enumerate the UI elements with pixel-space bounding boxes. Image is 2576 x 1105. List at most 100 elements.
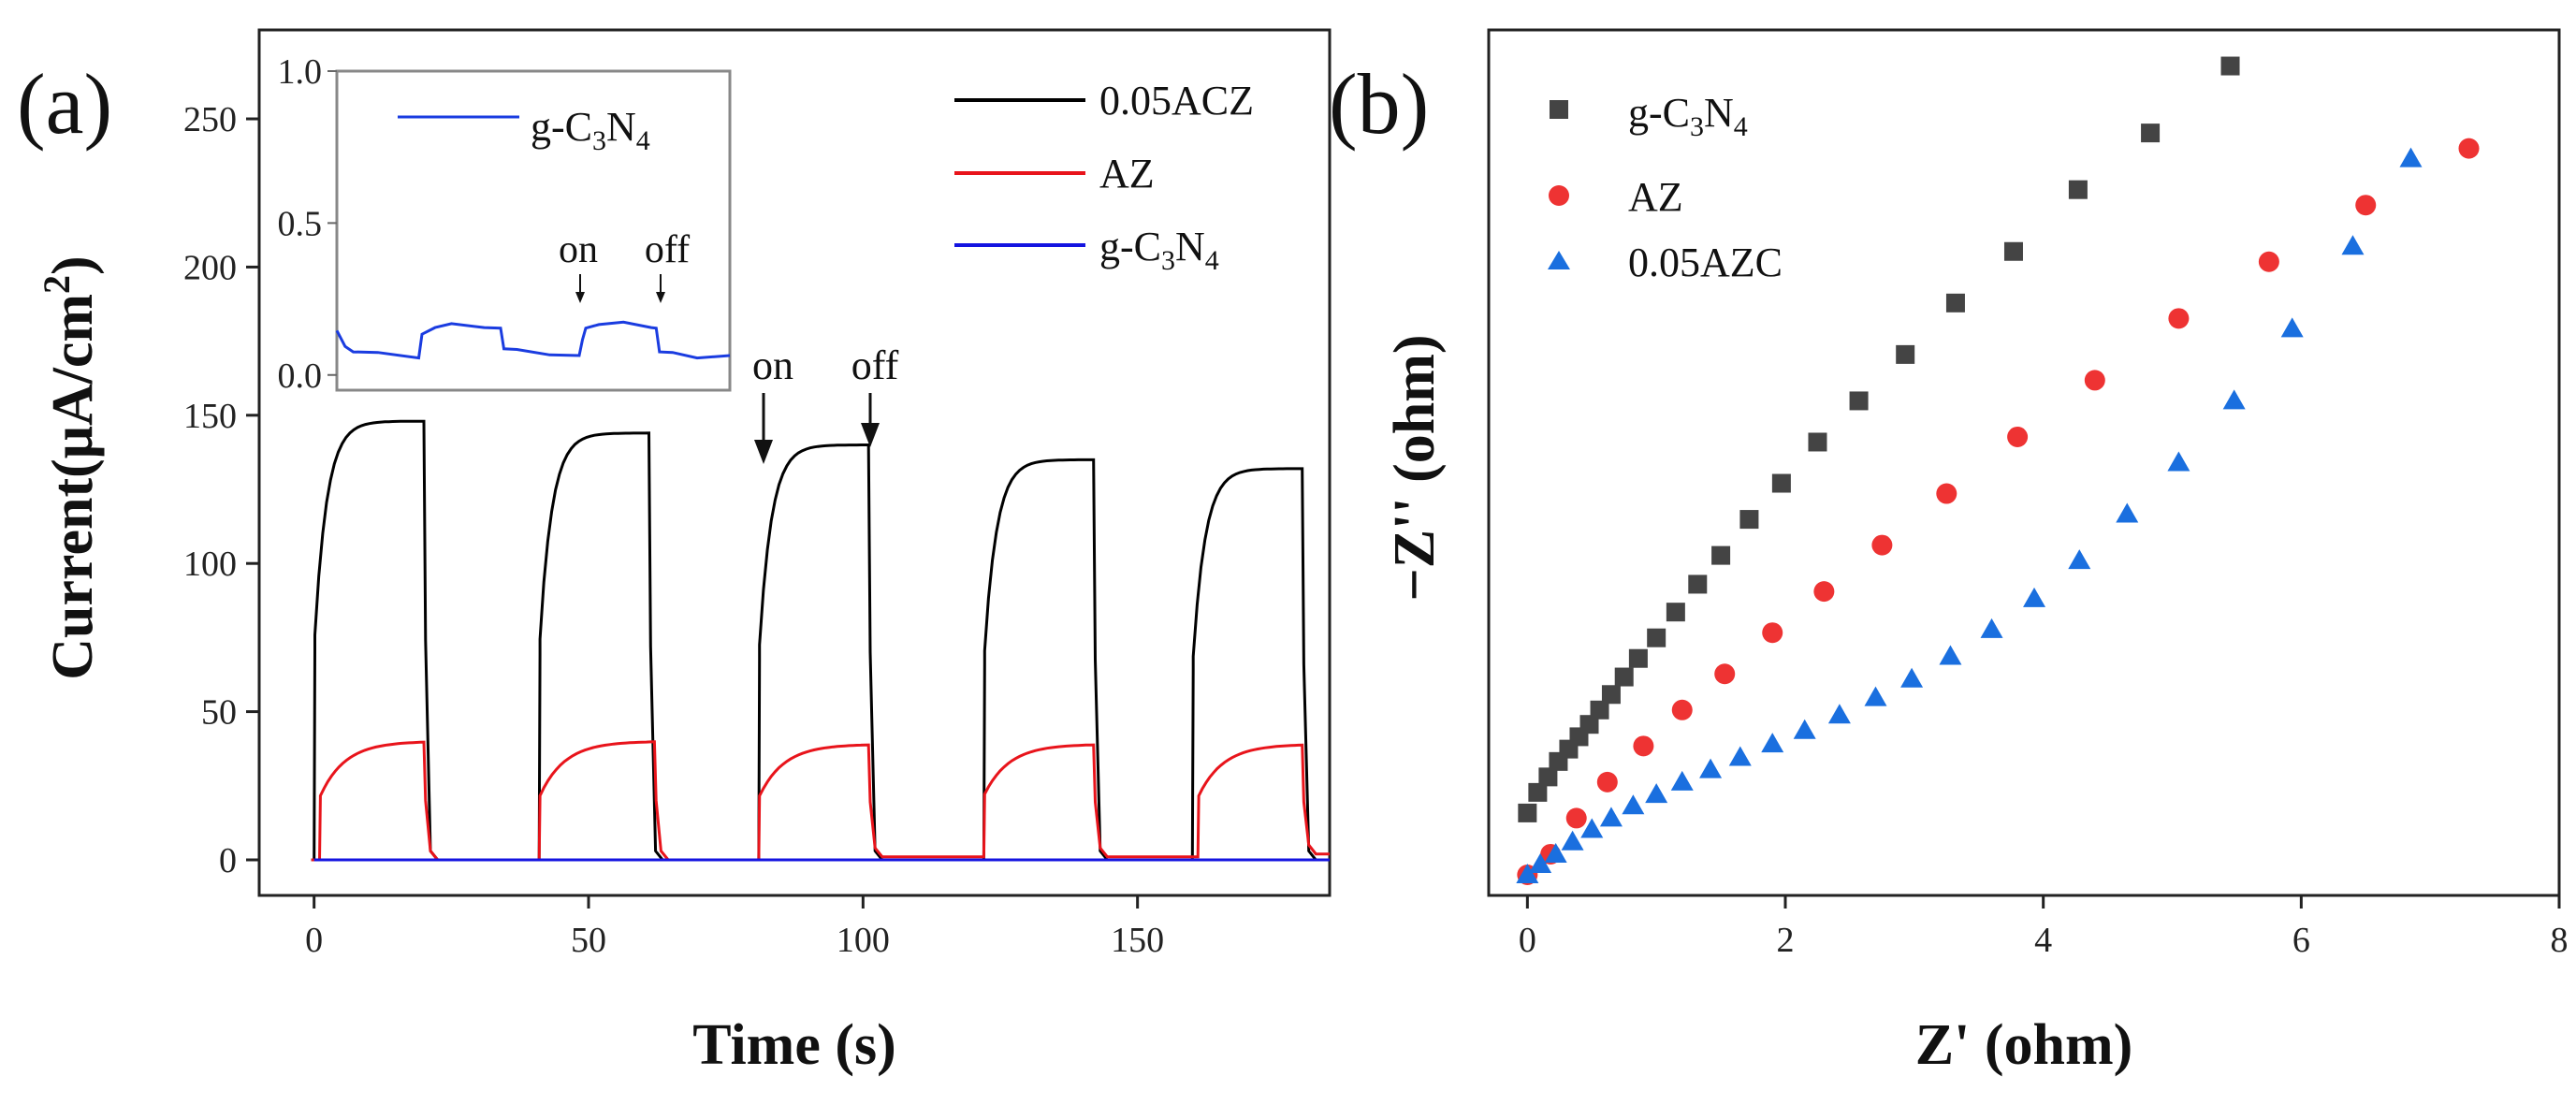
legend-marker-b-AZ [1549, 185, 1569, 206]
panel-b-label: (b) [1329, 56, 1429, 152]
scatter-point-triangle [1980, 618, 2003, 638]
scatter-point-circle [1565, 807, 1587, 829]
annotation-off-arrow-head [861, 423, 880, 447]
scatter-point-triangle [1728, 746, 1752, 766]
inset-frame [335, 69, 732, 392]
b-xtick-label: 8 [2551, 921, 2569, 960]
inset-series-line-gC3N4 [335, 320, 731, 360]
scatter-point-square [1647, 628, 1666, 647]
scatter-point-triangle [1544, 842, 1567, 863]
scatter-point-square [1590, 700, 1609, 720]
legend-gc3n4-sub2: 4 [1205, 245, 1219, 276]
scatter-point-triangle [1670, 770, 1694, 791]
scatter-point-square [1849, 391, 1869, 411]
inset-legend-mid: N [606, 104, 636, 150]
scatter-point-square [1945, 293, 1965, 313]
panel-a-plot-frame [257, 28, 1332, 897]
annotation-on-label: on [752, 342, 793, 388]
scatter-point-square [1808, 432, 1827, 452]
a-ytick-label: 150 [183, 397, 237, 436]
panel-a-x-ticks: 0 50 100 150 [305, 895, 1164, 960]
series-line-AZ [311, 740, 1330, 862]
panel-b-y-axis-label: −Z'' (ohm) [1383, 334, 1447, 601]
scatter-point-triangle [1864, 686, 1887, 706]
a-xtick-label: 50 [571, 921, 606, 960]
a-xtick-label: 0 [305, 921, 323, 960]
inset-legend: g-C3N4 [398, 104, 650, 156]
series-gC [1518, 56, 2240, 822]
scatter-point-triangle [1516, 863, 1539, 883]
scatter-point-triangle [2023, 587, 2046, 607]
panel-a-y-label-sup: 2 [36, 275, 78, 294]
legend-item-gC3N4: g-C3N4 [954, 224, 1219, 276]
panel-a-y-ticks: 0 50 100 150 200 250 [183, 100, 259, 880]
scatter-point-triangle [2222, 389, 2246, 410]
scatter-point-square [1739, 510, 1759, 530]
scatter-point-square [2141, 124, 2161, 143]
scatter-point-circle [2258, 251, 2279, 272]
scatter-point-triangle [1699, 758, 1723, 778]
scatter-point-triangle [1622, 794, 1645, 815]
legend-item-AZ: AZ [954, 151, 1155, 196]
scatter-point-square [1518, 803, 1537, 822]
scatter-point-square [1628, 648, 1648, 668]
inset-annotation-on-head [575, 292, 585, 303]
scatter-point-circle [2007, 426, 2029, 447]
a-ytick-label: 250 [183, 100, 237, 139]
a-ytick-label: 200 [183, 248, 237, 287]
inset-annotation-off: off [645, 228, 690, 303]
inset-ytick-label: 0.0 [278, 356, 323, 396]
legend-item-b-0.05AZC: 0.05AZC [1548, 240, 1783, 285]
scatter-point-square [1896, 344, 1915, 364]
legend-b-gc3n4-sub1: 3 [1690, 111, 1704, 142]
series-line-0.05ACZ [311, 419, 1330, 862]
scatter-point-square [2220, 56, 2240, 76]
a-xtick-label: 100 [837, 921, 890, 960]
inset-legend-part1: g-C [531, 104, 592, 150]
b-xtick-label: 0 [1519, 921, 1536, 960]
legend-b-gc3n4-part1: g-C [1628, 90, 1690, 136]
legend-label-0.05ACZ: 0.05ACZ [1099, 78, 1254, 124]
scatter-point-square [2003, 241, 2023, 261]
scatter-point-circle [2458, 138, 2480, 159]
legend-label-b-gC3N4: g-C3N4 [1628, 90, 1748, 142]
panel-a: (a) 0 50 100 150 0 50 100 150 200 250 Time (s) C… [17, 28, 1332, 1077]
inset-legend-sub2: 4 [636, 125, 650, 156]
panel-a-annotation-off: off [851, 342, 899, 447]
scatter-point-square [1666, 603, 1685, 622]
legend-gc3n4-sub1: 3 [1161, 245, 1175, 276]
scatter-point-square [1614, 667, 1634, 687]
scatter-point-triangle [1561, 830, 1584, 851]
a-xtick-label: 150 [1111, 921, 1164, 960]
b-xtick-label: 4 [2034, 921, 2052, 960]
scatter-point-circle [1714, 663, 1736, 685]
scatter-point-square [1579, 715, 1599, 734]
scatter-point-circle [1936, 483, 1957, 504]
panel-a-legend: 0.05ACZ AZ g-C3N4 [954, 78, 1254, 276]
scatter-point-circle [1633, 735, 1654, 757]
scatter-point-square [2068, 180, 2088, 199]
inset-legend-label: g-C3N4 [531, 104, 650, 156]
panel-a-y-axis-label: Current(μA/cm2) [36, 255, 105, 679]
scatter-point-triangle [2399, 147, 2423, 167]
a-ytick-label: 0 [219, 841, 237, 880]
inset-legend-sub1: 3 [592, 125, 606, 156]
panel-b-series-group [1516, 56, 2480, 885]
annotation-on-arrow-head [754, 440, 773, 464]
inset-annotation-on-label: on [559, 228, 598, 271]
scatter-point-triangle [1827, 704, 1851, 724]
legend-marker-b-0.05AZC [1548, 251, 1570, 269]
scatter-point-circle [2355, 195, 2377, 216]
scatter-point-triangle [1645, 783, 1668, 804]
scatter-point-square [1538, 767, 1558, 787]
legend-b-gc3n4-mid: N [1704, 90, 1734, 136]
scatter-point-circle [1813, 581, 1835, 603]
legend-marker-b-gC3N4 [1550, 100, 1568, 119]
scatter-point-triangle [1580, 818, 1604, 838]
panel-b-x-axis-label: Z' (ohm) [1915, 1013, 2133, 1077]
scatter-point-square [1601, 685, 1621, 705]
panel-a-label: (a) [17, 56, 112, 152]
a-ytick-label: 50 [201, 693, 237, 733]
panel-b: (b) 0 2 4 6 8 Z' (ohm) −Z'' (ohm) g-C3N4 AZ … [1329, 28, 2569, 1077]
